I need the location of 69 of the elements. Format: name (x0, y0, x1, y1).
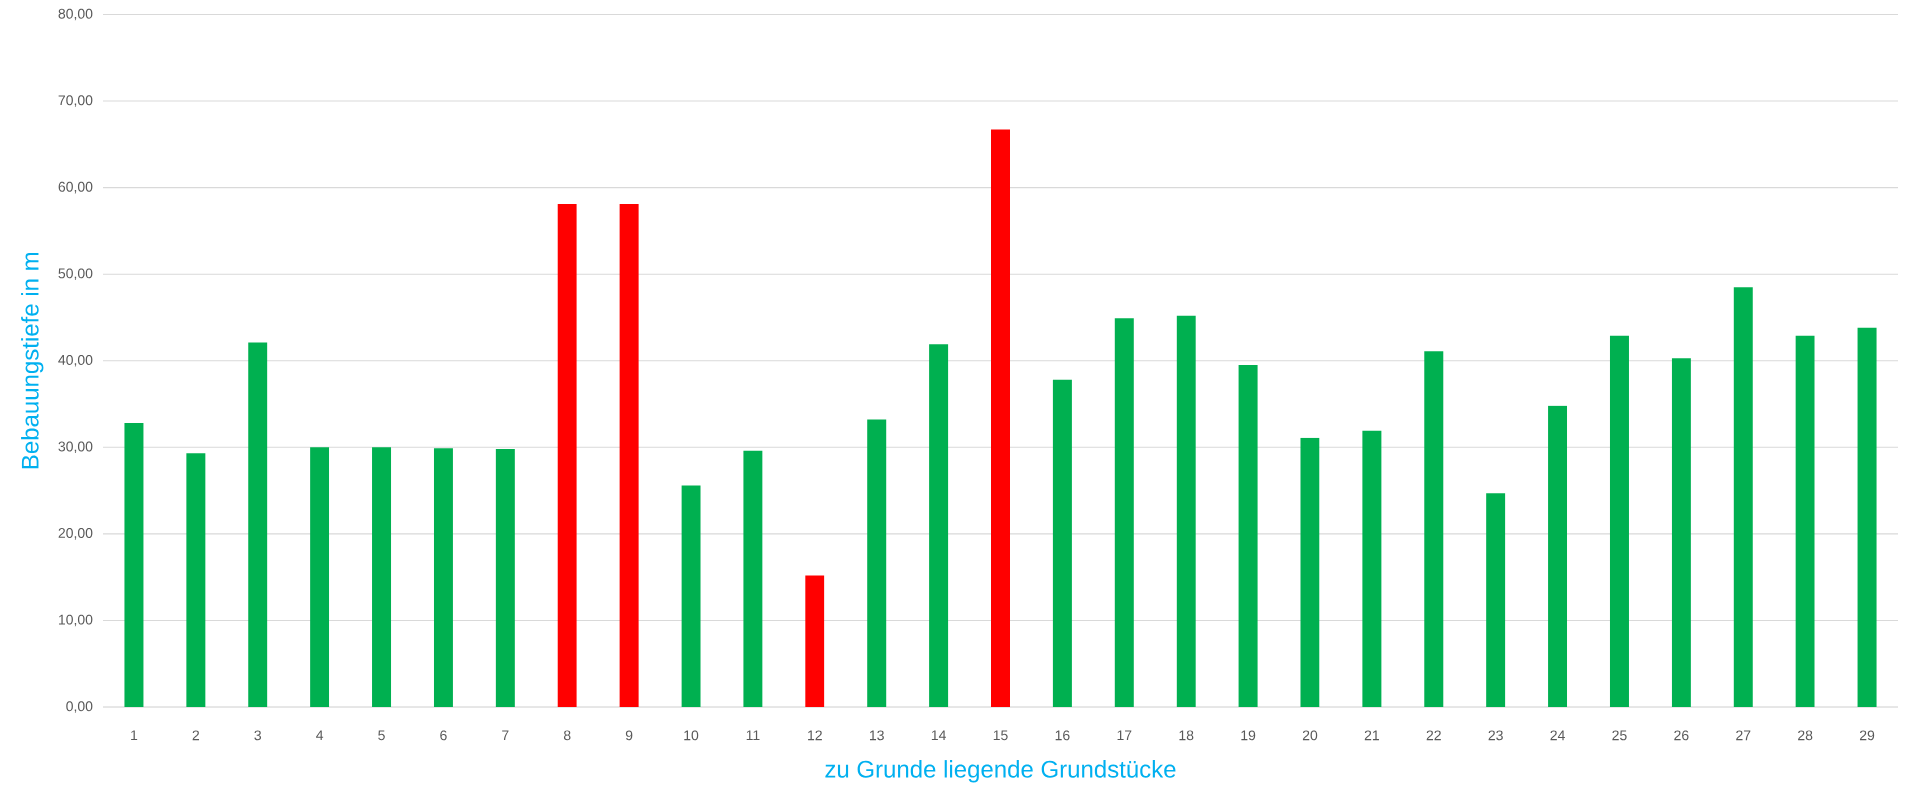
bar (124, 423, 144, 707)
bar (1795, 335, 1815, 707)
x-tick-label: 20 (1302, 730, 1318, 741)
bar (1609, 335, 1629, 707)
y-tick-label: 20,00 (58, 528, 93, 540)
x-tick-label: 4 (316, 730, 324, 741)
bar (557, 204, 577, 707)
bar (433, 448, 453, 707)
x-tick-label: 14 (931, 730, 946, 741)
x-tick-label: 16 (1055, 730, 1070, 741)
y-tick-label: 0,00 (66, 701, 93, 713)
x-tick-label: 18 (1179, 730, 1194, 741)
x-tick-label: 27 (1736, 730, 1751, 741)
x-tick-label: 2 (192, 730, 200, 741)
bar (743, 450, 763, 707)
bar (1238, 365, 1258, 707)
x-tick-label: 22 (1426, 730, 1441, 741)
x-tick-label: 28 (1798, 730, 1813, 741)
bar (1486, 493, 1506, 707)
bar (1733, 287, 1753, 707)
x-tick-label: 12 (808, 730, 822, 741)
bar (867, 419, 887, 707)
bar (248, 342, 268, 707)
y-tick-label: 60,00 (58, 181, 93, 194)
bar (372, 447, 392, 707)
x-tick-label: 25 (1612, 730, 1627, 741)
bar (1857, 327, 1877, 707)
x-tick-label: 29 (1859, 730, 1875, 741)
bar (681, 485, 701, 707)
x-tick-label: 3 (254, 730, 262, 741)
bar (310, 447, 330, 707)
x-tick-label: 19 (1241, 730, 1256, 741)
x-tick-label: 6 (440, 730, 447, 741)
bar (619, 204, 639, 707)
bar (1424, 351, 1444, 707)
bar (1176, 315, 1196, 707)
x-tick-label: 9 (625, 730, 633, 741)
x-tick-label: 21 (1364, 730, 1379, 741)
bar (991, 129, 1010, 707)
y-tick-label: 40,00 (58, 354, 93, 367)
x-tick-label: 10 (684, 730, 699, 741)
x-tick-label: 1 (131, 730, 138, 741)
y-axis-title: Bebauungstiefe in m (21, 252, 44, 469)
x-axis-title: zu Grunde liegende Grundstücke (825, 760, 1176, 783)
x-tick-label: 24 (1550, 730, 1565, 741)
bar (1300, 437, 1320, 707)
x-tick-label: 5 (378, 730, 385, 741)
y-tick-label: 50,00 (58, 268, 93, 280)
bar (495, 449, 515, 707)
x-tick-label: 15 (993, 730, 1008, 741)
bar (186, 453, 206, 707)
bar (1548, 405, 1568, 707)
x-tick-label: 26 (1674, 730, 1689, 741)
bar (929, 344, 949, 707)
x-tick-label: 11 (746, 730, 760, 741)
x-tick-label: 8 (563, 730, 571, 741)
x-tick-label: 13 (869, 730, 884, 741)
x-tick-label: 7 (502, 730, 509, 741)
bar (1362, 430, 1382, 707)
y-tick-label: 30,00 (58, 441, 93, 454)
y-tick-label: 70,00 (58, 95, 93, 107)
x-tick-label: 23 (1488, 730, 1503, 741)
bar (1052, 379, 1072, 707)
bar (805, 575, 825, 707)
bar (1671, 358, 1691, 707)
y-tick-label: 80,00 (58, 8, 93, 21)
bar (1114, 318, 1134, 707)
x-tick-label: 17 (1117, 730, 1132, 741)
y-tick-label: 10,00 (58, 614, 93, 627)
